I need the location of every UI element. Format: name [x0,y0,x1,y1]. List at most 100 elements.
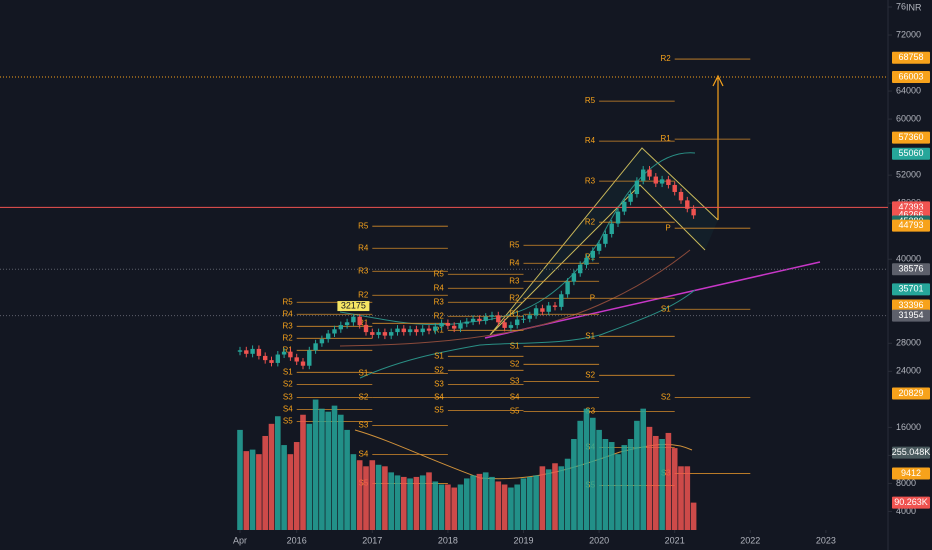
candle-body [338,325,343,330]
volume-bar [350,454,357,530]
volume-bar [344,429,350,530]
volume-bar [577,420,583,530]
pivot-label: R1 [585,252,596,261]
volume-bar [356,460,363,530]
pivot-label: S3 [434,379,444,388]
volume-bar [237,429,243,530]
candle-body [319,339,325,344]
volume-bar [596,429,602,530]
pivot-label: R4 [358,243,369,252]
volume-bar [413,476,420,530]
x-tick-label: Apr [233,535,247,545]
candle-body [470,318,476,322]
candle-body [407,329,413,333]
candle-body [288,351,293,358]
candle-body [552,305,558,307]
volume-bar [552,463,558,530]
pivot-label: S4 [359,450,369,459]
pivot-label: S5 [510,406,520,415]
pivot-label: S3 [359,420,369,429]
pivot-label: R3 [434,297,445,306]
volume-bar [287,454,294,530]
candle-body [370,332,375,335]
volume-bar [325,411,331,530]
volume-bar [627,439,634,530]
pivot-label: S5 [283,416,293,425]
price-badge [892,467,930,480]
pivot-label: S1 [510,341,520,350]
badge-label: 46266 [898,210,923,220]
candle-body [647,169,652,177]
candle-body [389,332,394,336]
candle-body [502,322,507,328]
volume-bar [545,469,552,530]
candle-body [414,329,419,333]
pivot-label: S3 [585,406,595,415]
pivot-label: P [665,223,670,232]
pivot-label: S2 [359,392,369,401]
volume-bar [533,475,539,530]
volume-bar [457,484,464,530]
candle-body [445,322,451,326]
candle-body [691,208,696,216]
volume-bar [281,445,287,530]
candle-body [433,326,438,331]
candle-body [250,348,255,354]
pivot-label: S4 [434,392,444,401]
y-tick-label: 28000 [896,338,921,348]
volume-bar [571,439,577,530]
candle-body [546,305,551,312]
pivot-label: P [590,293,595,302]
badge-label: 20829 [898,388,923,398]
volume-bar [268,423,275,530]
candle-body [578,264,583,274]
pivot-label: S1 [283,367,293,376]
candle-body [653,176,658,184]
pivot-label: R5 [585,96,596,105]
volume-bar [445,484,451,530]
pivot-label: R4 [434,283,445,292]
pivot-label: S1 [359,368,369,377]
candle-body [332,329,337,334]
pivot-label: R1 [660,134,671,143]
volume-bar [375,464,382,530]
pivot-label: R3 [358,266,369,275]
x-tick-label: 2019 [513,535,533,545]
volume-bar [319,408,325,530]
price-badge [892,446,930,459]
price-badge [892,496,930,509]
candle-body [307,350,312,366]
pivot-label: S1 [661,304,671,313]
y-tick-label: 24000 [896,366,921,376]
candle-body [609,223,614,235]
badge-label: 255.048K [892,447,931,457]
pivot-label: R2 [282,333,293,342]
volume-bar [470,475,476,530]
pivot-label: R1 [434,325,445,334]
candle-body [326,333,331,340]
candle-body [452,325,457,329]
candle-body [540,308,545,312]
volume-bar [482,472,489,530]
candle-body [596,243,602,251]
pivot-label: R1 [358,318,369,327]
badge-label: 33396 [898,300,923,310]
pivot-label: R3 [585,176,596,185]
candle-body [565,281,570,295]
candle-body [622,201,627,212]
candle-body [313,343,318,351]
volume-bar [564,458,571,530]
price-badge [892,147,930,160]
y-tick-label: 64000 [896,85,921,95]
price-badge [892,283,930,296]
candle-body [685,200,690,209]
price-badge [892,309,930,322]
x-tick-label: 2021 [665,535,685,545]
candle-body [508,325,514,328]
candle-body [426,328,432,331]
candle-body [395,328,400,333]
volume-bar [508,487,514,530]
band-upper [339,152,696,326]
badge-label: 68758 [898,52,923,62]
